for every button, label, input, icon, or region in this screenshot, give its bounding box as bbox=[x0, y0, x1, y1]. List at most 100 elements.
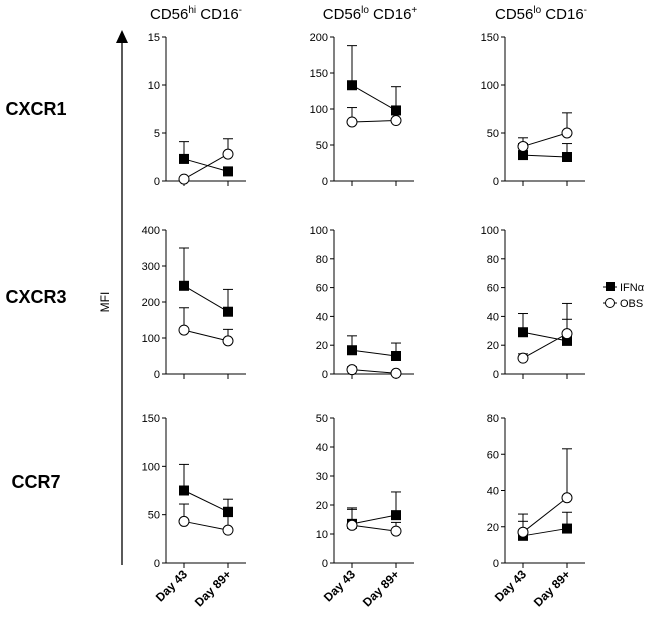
obs-point bbox=[346, 116, 358, 128]
ifna-point bbox=[347, 80, 357, 91]
y-tick-label: 100 bbox=[481, 225, 499, 237]
x-tick-label: Day 43 bbox=[321, 567, 358, 604]
row-label-cxcr1: CXCR1 bbox=[5, 99, 66, 119]
y-tick-label: 0 bbox=[493, 176, 499, 188]
y-tick-label: 10 bbox=[316, 529, 328, 541]
y-tick-label: 0 bbox=[322, 558, 328, 570]
obs-point bbox=[390, 115, 402, 127]
mfi-axis-arrowhead bbox=[116, 30, 128, 43]
obs-series-line bbox=[351, 524, 397, 532]
ifna-point bbox=[223, 166, 233, 177]
column-title-3: CD56lo CD16- bbox=[495, 5, 587, 23]
y-tick-label: 15 bbox=[148, 32, 160, 44]
obs-point bbox=[561, 127, 573, 139]
y-tick-label: 100 bbox=[481, 80, 499, 92]
y-tick-label: 60 bbox=[316, 283, 328, 295]
y-tick-label: 100 bbox=[310, 104, 328, 116]
x-tick-label: Day 89+ bbox=[360, 567, 402, 609]
y-tick-label: 100 bbox=[142, 333, 160, 345]
y-tick-label: 20 bbox=[316, 340, 328, 352]
y-tick-label: 20 bbox=[487, 340, 499, 352]
obs-point bbox=[517, 526, 529, 538]
y-tick-label: 40 bbox=[487, 311, 499, 323]
y-tick-label: 20 bbox=[487, 522, 499, 534]
panel-3-2: 0 10 20 30 40 50 Day 43 Day 89+ bbox=[316, 413, 414, 609]
y-tick-label: 200 bbox=[142, 297, 160, 309]
panel-1-1: 0 5 10 15 bbox=[148, 32, 246, 188]
y-tick-label: 150 bbox=[481, 32, 499, 44]
obs-series-line bbox=[183, 153, 229, 180]
row-label-cxcr3: CXCR3 bbox=[5, 287, 66, 307]
ifna-point bbox=[562, 335, 572, 346]
obs-point bbox=[346, 364, 358, 376]
panels: 0510150501001502000501001500100200300400… bbox=[142, 32, 585, 609]
y-tick-label: 50 bbox=[316, 413, 328, 425]
x-tick-label: Day 43 bbox=[153, 567, 190, 604]
y-tick-label: 400 bbox=[142, 225, 160, 237]
obs-series-line bbox=[522, 497, 568, 533]
y-tick-label: 0 bbox=[154, 176, 160, 188]
obs-point bbox=[561, 328, 573, 340]
ifna-series-line bbox=[522, 154, 568, 158]
panel-2-2: 0 20 40 60 80 100 bbox=[310, 225, 414, 381]
y-tick-label: 5 bbox=[154, 128, 160, 140]
row-label-ccr7: CCR7 bbox=[11, 472, 60, 492]
y-tick-label: 40 bbox=[316, 442, 328, 454]
y-tick-label: 0 bbox=[322, 369, 328, 381]
ifna-series-line bbox=[522, 528, 568, 537]
mfi-axis-label: MFI bbox=[98, 292, 112, 313]
obs-point bbox=[178, 515, 190, 527]
panel-3-3: 0 20 40 60 80 Day 43 Day 89+ bbox=[487, 413, 585, 609]
y-tick-label: 50 bbox=[148, 510, 160, 522]
y-tick-label: 0 bbox=[322, 176, 328, 188]
y-tick-label: 20 bbox=[316, 500, 328, 512]
legend: IFNα OBS bbox=[603, 282, 645, 310]
x-tick-label: Day 89+ bbox=[531, 567, 573, 609]
ifna-series-line bbox=[351, 349, 397, 357]
legend-ifna-label: IFNα bbox=[620, 282, 645, 294]
obs-point bbox=[222, 335, 234, 347]
x-tick-label: Day 43 bbox=[492, 567, 529, 604]
y-tick-label: 0 bbox=[493, 369, 499, 381]
ifna-point bbox=[179, 153, 189, 164]
obs-point bbox=[222, 148, 234, 160]
panel-1-3: 0 50 100 150 bbox=[481, 32, 585, 188]
ifna-point bbox=[562, 152, 572, 162]
ifna-series-line bbox=[351, 514, 397, 525]
obs-series-line bbox=[351, 120, 397, 123]
obs-series-line bbox=[522, 333, 568, 359]
ifna-point bbox=[347, 345, 357, 356]
y-tick-label: 80 bbox=[487, 413, 499, 425]
y-tick-label: 0 bbox=[154, 558, 160, 570]
obs-point bbox=[390, 525, 402, 537]
ifna-series-line bbox=[183, 158, 229, 172]
y-tick-label: 30 bbox=[316, 471, 328, 483]
obs-series-line bbox=[183, 520, 229, 531]
y-tick-label: 60 bbox=[487, 283, 499, 295]
ifna-point bbox=[518, 150, 528, 161]
obs-point bbox=[517, 140, 529, 152]
obs-point bbox=[517, 352, 529, 364]
y-tick-label: 10 bbox=[148, 80, 160, 92]
obs-point bbox=[346, 519, 358, 531]
ifna-point bbox=[179, 485, 189, 496]
ifna-series-line bbox=[351, 84, 397, 111]
ifna-point bbox=[223, 506, 233, 517]
ifna-point bbox=[562, 523, 572, 534]
y-tick-label: 80 bbox=[316, 254, 328, 266]
ifna-point bbox=[179, 280, 189, 291]
obs-point bbox=[561, 492, 573, 504]
ifna-point bbox=[391, 351, 401, 361]
y-tick-label: 150 bbox=[310, 68, 328, 80]
ifna-series-line bbox=[183, 490, 229, 513]
ifna-point bbox=[391, 510, 401, 521]
obs-series-line bbox=[522, 132, 568, 147]
x-tick-label: Day 89+ bbox=[192, 567, 234, 609]
legend-obs-label: OBS bbox=[620, 298, 643, 310]
y-tick-label: 300 bbox=[142, 261, 160, 273]
ifna-series-line bbox=[522, 331, 568, 342]
y-tick-label: 100 bbox=[310, 225, 328, 237]
panel-3-1: 0 50 100 150 Day 43 Day 89+ bbox=[142, 413, 246, 609]
y-tick-label: 0 bbox=[154, 369, 160, 381]
